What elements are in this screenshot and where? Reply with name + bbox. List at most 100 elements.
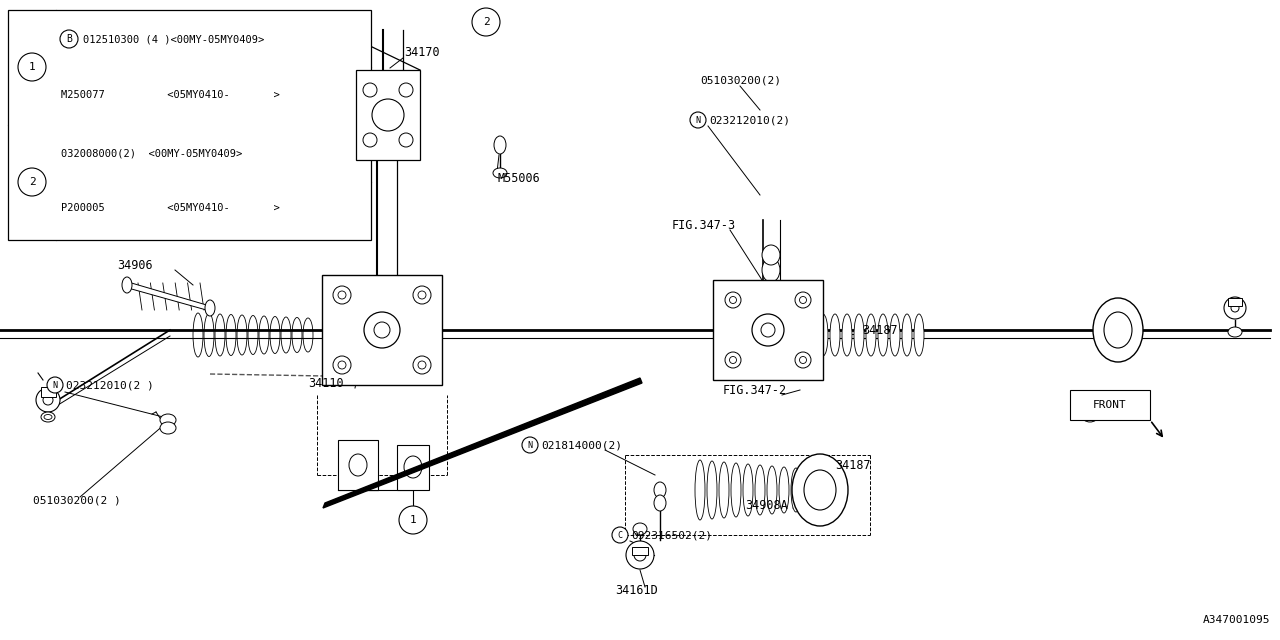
Ellipse shape	[803, 469, 813, 511]
Ellipse shape	[914, 314, 924, 356]
Text: C: C	[617, 531, 622, 540]
Text: 023212010(2 ): 023212010(2 )	[67, 380, 154, 390]
Bar	[323, 275, 442, 385]
Polygon shape	[323, 378, 643, 508]
Ellipse shape	[122, 277, 132, 293]
Circle shape	[419, 361, 426, 369]
Bar	[397, 445, 429, 490]
Circle shape	[364, 312, 401, 348]
Ellipse shape	[742, 464, 753, 516]
Polygon shape	[128, 282, 210, 311]
Ellipse shape	[719, 462, 730, 518]
Ellipse shape	[227, 314, 236, 355]
Circle shape	[690, 112, 707, 128]
Ellipse shape	[349, 454, 367, 476]
Circle shape	[795, 292, 812, 308]
Text: 021814000(2): 021814000(2)	[541, 440, 622, 450]
Ellipse shape	[259, 316, 269, 354]
Text: 34187: 34187	[861, 323, 897, 337]
Ellipse shape	[1093, 298, 1143, 362]
Bar	[338, 440, 378, 490]
Ellipse shape	[193, 313, 204, 357]
Ellipse shape	[829, 314, 840, 356]
Circle shape	[730, 296, 736, 303]
Ellipse shape	[654, 482, 666, 498]
Circle shape	[795, 352, 812, 368]
Ellipse shape	[854, 314, 864, 356]
Circle shape	[419, 291, 426, 299]
Text: A347001095: A347001095	[1202, 615, 1270, 625]
Ellipse shape	[804, 470, 836, 510]
Ellipse shape	[160, 422, 177, 434]
Text: 051030200(2 ): 051030200(2 )	[33, 495, 120, 505]
Circle shape	[47, 377, 63, 393]
Text: 34187: 34187	[835, 458, 870, 472]
Ellipse shape	[404, 456, 422, 478]
Ellipse shape	[654, 495, 666, 511]
Circle shape	[724, 292, 741, 308]
Ellipse shape	[237, 315, 247, 355]
Ellipse shape	[493, 168, 507, 178]
Ellipse shape	[707, 461, 717, 519]
Circle shape	[18, 53, 46, 81]
Text: B: B	[67, 34, 72, 44]
Circle shape	[399, 506, 428, 534]
Circle shape	[522, 437, 538, 453]
Ellipse shape	[867, 314, 876, 356]
Ellipse shape	[902, 314, 913, 356]
Ellipse shape	[842, 314, 852, 356]
Ellipse shape	[695, 460, 705, 520]
Circle shape	[36, 388, 60, 412]
Text: N: N	[52, 381, 58, 390]
Text: 34170: 34170	[404, 45, 439, 58]
Text: P200005          <05MY0410-       >: P200005 <05MY0410- >	[61, 203, 280, 213]
Circle shape	[399, 83, 413, 97]
Bar	[356, 70, 420, 160]
Circle shape	[333, 356, 351, 374]
Ellipse shape	[890, 314, 900, 356]
Text: M250077          <05MY0410-       >: M250077 <05MY0410- >	[61, 90, 280, 100]
Circle shape	[333, 286, 351, 304]
Circle shape	[762, 323, 774, 337]
Circle shape	[364, 83, 378, 97]
Bar	[632, 547, 648, 555]
Ellipse shape	[780, 467, 788, 513]
Text: N: N	[527, 440, 532, 449]
Text: FIG.347-3: FIG.347-3	[672, 218, 736, 232]
Ellipse shape	[205, 300, 215, 316]
Text: 2: 2	[483, 17, 489, 27]
Text: N: N	[695, 115, 700, 125]
Ellipse shape	[44, 415, 52, 419]
Circle shape	[1224, 297, 1245, 319]
Circle shape	[338, 291, 346, 299]
Text: M55006: M55006	[497, 172, 540, 184]
Ellipse shape	[878, 314, 888, 356]
Bar	[1228, 298, 1242, 306]
Ellipse shape	[292, 317, 302, 353]
Text: 2: 2	[28, 177, 36, 187]
Circle shape	[800, 356, 806, 364]
Text: 051030200(2): 051030200(2)	[700, 75, 781, 85]
Circle shape	[413, 286, 431, 304]
Circle shape	[374, 322, 390, 338]
Text: FRONT: FRONT	[1093, 400, 1126, 410]
Ellipse shape	[762, 258, 780, 282]
Text: 34906: 34906	[116, 259, 152, 271]
Circle shape	[730, 356, 736, 364]
Ellipse shape	[160, 414, 177, 426]
Ellipse shape	[215, 314, 225, 356]
Circle shape	[413, 356, 431, 374]
Ellipse shape	[791, 468, 801, 512]
Ellipse shape	[1228, 327, 1242, 337]
Ellipse shape	[818, 314, 828, 356]
Circle shape	[399, 133, 413, 147]
Text: 032008000(2)  <00MY-05MY0409>: 032008000(2) <00MY-05MY0409>	[61, 148, 242, 158]
Circle shape	[753, 314, 785, 346]
Text: 023212010(2): 023212010(2)	[709, 115, 790, 125]
Text: 34110: 34110	[308, 376, 343, 390]
Circle shape	[372, 99, 404, 131]
Text: 34908A: 34908A	[745, 499, 787, 511]
Ellipse shape	[1103, 312, 1132, 348]
Circle shape	[626, 541, 654, 569]
Ellipse shape	[248, 316, 259, 355]
